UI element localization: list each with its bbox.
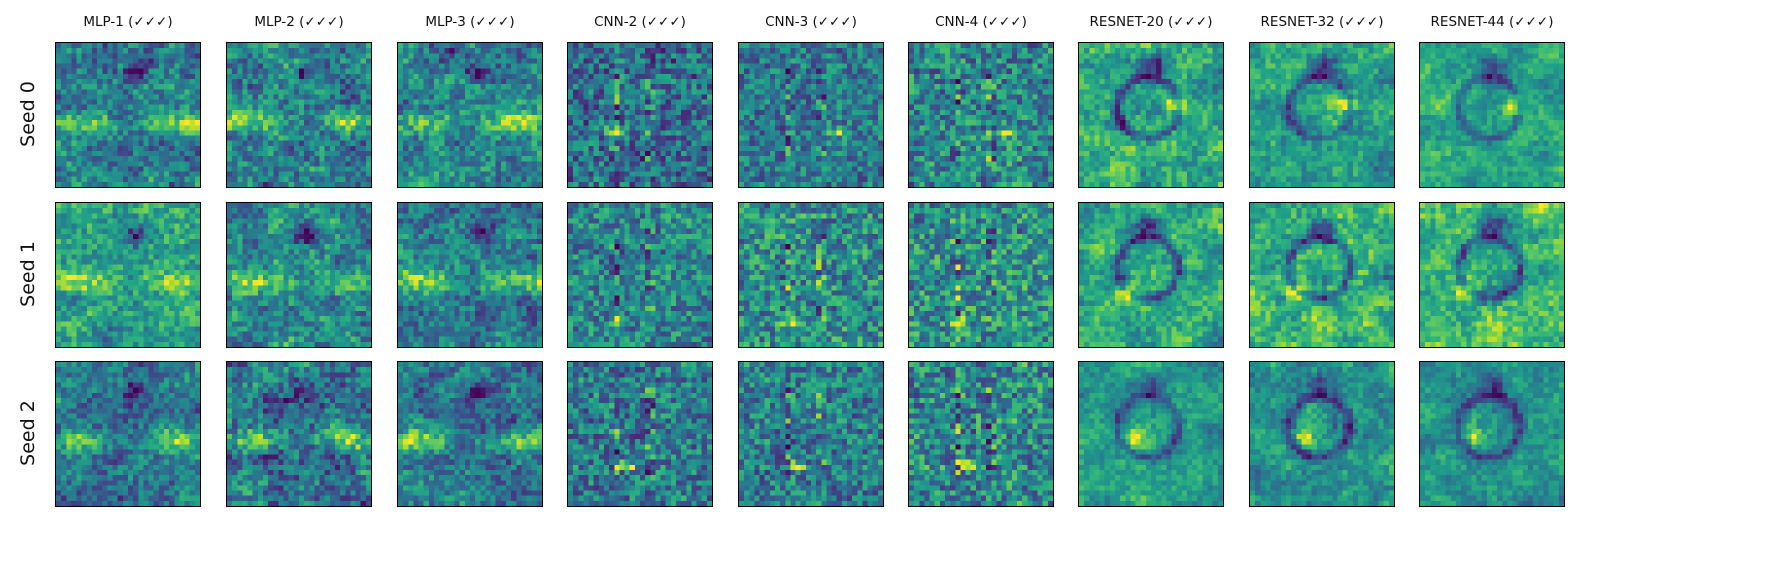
heatmap-panel <box>1078 361 1224 507</box>
heatmap-panel <box>567 202 713 348</box>
heatmap-image <box>568 43 712 187</box>
heatmap-image <box>398 203 542 347</box>
heatmap-image <box>1250 362 1394 506</box>
heatmap-panel <box>1078 42 1224 188</box>
heatmap-image <box>1079 203 1223 347</box>
column-title: MLP-3 (✓✓✓) <box>425 14 515 30</box>
heatmap-panel <box>1419 42 1565 188</box>
heatmap-panel <box>908 361 1054 507</box>
heatmap-image <box>739 43 883 187</box>
heatmap-panel <box>567 361 713 507</box>
heatmap-panel <box>397 42 543 188</box>
heatmap-image <box>227 43 371 187</box>
heatmap-image <box>1250 43 1394 187</box>
heatmap-image <box>56 203 200 347</box>
row-label: Seed 2 <box>17 400 39 466</box>
heatmap-panel <box>908 202 1054 348</box>
heatmap-image <box>1250 203 1394 347</box>
heatmap-panel <box>1419 361 1565 507</box>
heatmap-image <box>909 43 1053 187</box>
heatmap-panel <box>1249 42 1395 188</box>
heatmap-panel <box>1249 202 1395 348</box>
heatmap-panel <box>226 361 372 507</box>
heatmap-image <box>1420 203 1564 347</box>
heatmap-image <box>1079 362 1223 506</box>
column-title: MLP-1 (✓✓✓) <box>83 14 173 30</box>
column-title: RESNET-32 (✓✓✓) <box>1260 14 1384 30</box>
heatmap-image <box>739 203 883 347</box>
heatmap-panel <box>738 42 884 188</box>
heatmap-panel <box>738 202 884 348</box>
heatmap-image <box>1420 362 1564 506</box>
heatmap-image <box>398 43 542 187</box>
row-label: Seed 1 <box>17 241 39 307</box>
heatmap-image <box>739 362 883 506</box>
heatmap-panel <box>908 42 1054 188</box>
heatmap-image <box>56 43 200 187</box>
heatmap-panel <box>397 202 543 348</box>
heatmap-image <box>227 203 371 347</box>
heatmap-image <box>568 203 712 347</box>
column-title: RESNET-44 (✓✓✓) <box>1430 14 1554 30</box>
heatmap-image <box>909 362 1053 506</box>
heatmap-image <box>909 203 1053 347</box>
heatmap-panel <box>55 42 201 188</box>
heatmap-panel <box>55 361 201 507</box>
heatmap-panel <box>1419 202 1565 348</box>
heatmap-image <box>227 362 371 506</box>
heatmap-panel <box>738 361 884 507</box>
heatmap-image <box>398 362 542 506</box>
heatmap-panel <box>226 202 372 348</box>
heatmap-panel <box>1249 361 1395 507</box>
heatmap-panel <box>567 42 713 188</box>
column-title: CNN-4 (✓✓✓) <box>935 14 1027 30</box>
column-title: RESNET-20 (✓✓✓) <box>1089 14 1213 30</box>
column-title: CNN-3 (✓✓✓) <box>765 14 857 30</box>
heatmap-image <box>56 362 200 506</box>
heatmap-panel <box>397 361 543 507</box>
heatmap-image <box>1420 43 1564 187</box>
heatmap-image <box>1079 43 1223 187</box>
heatmap-panel <box>55 202 201 348</box>
column-title: CNN-2 (✓✓✓) <box>594 14 686 30</box>
heatmap-panel <box>226 42 372 188</box>
heatmap-image <box>568 362 712 506</box>
heatmap-panel <box>1078 202 1224 348</box>
column-title: MLP-2 (✓✓✓) <box>254 14 344 30</box>
row-label: Seed 0 <box>17 81 39 147</box>
